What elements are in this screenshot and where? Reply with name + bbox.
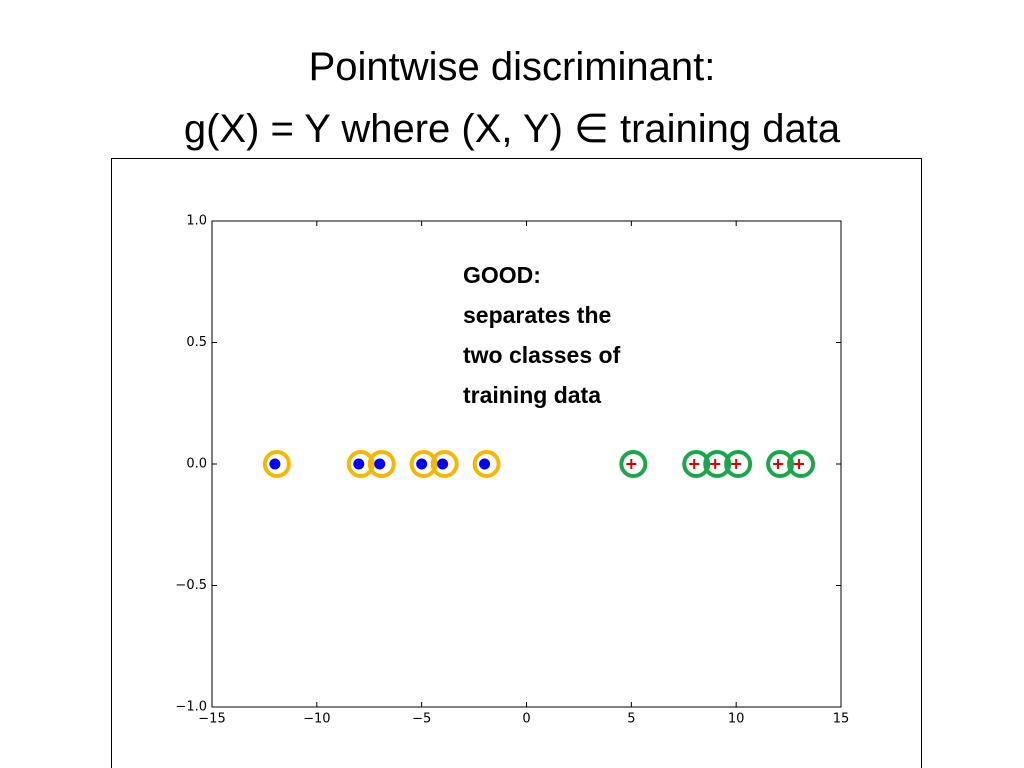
point-dot — [374, 458, 386, 470]
x-tick-label: −10 — [303, 712, 330, 727]
point-ring — [703, 450, 732, 478]
point-plus — [794, 459, 805, 469]
point-ring — [766, 450, 795, 478]
point-ring — [346, 450, 375, 478]
y-tick-label: 0.5 — [186, 335, 207, 350]
annotation-line: separates the — [463, 302, 611, 328]
plot-area — [211, 220, 842, 708]
point-dot — [353, 458, 365, 470]
point-plus — [689, 459, 700, 469]
point-ring — [262, 450, 291, 478]
y-tick-label: −0.5 — [175, 578, 207, 593]
point-ring — [472, 450, 501, 478]
point-plus — [626, 459, 637, 469]
x-tick-label: −5 — [412, 712, 431, 727]
point-ring — [367, 450, 396, 478]
x-tick-label: −15 — [198, 712, 225, 727]
point-ring — [787, 450, 816, 478]
figure-frame — [111, 158, 922, 768]
x-tick-label: 0 — [522, 712, 530, 727]
annotation-line: GOOD: — [463, 262, 541, 288]
point-dot — [269, 458, 281, 470]
x-tick-label: 5 — [627, 712, 635, 727]
annotation-line: training data — [463, 382, 601, 408]
point-plus — [710, 459, 721, 469]
point-dot — [437, 458, 449, 470]
point-ring — [430, 450, 459, 478]
point-plus — [773, 459, 784, 469]
y-tick-label: 1.0 — [186, 214, 207, 229]
y-tick-label: 0.0 — [186, 457, 207, 472]
y-tick-label: −1.0 — [175, 700, 207, 715]
point-ring — [409, 450, 438, 478]
point-plus — [731, 459, 742, 469]
title-line: g(X) = Y where (X, Y) ∈ training data — [184, 107, 841, 151]
annotation-line: two classes of — [463, 342, 621, 368]
point-dot — [416, 458, 428, 470]
point-dot — [479, 458, 491, 470]
x-tick-label: 15 — [833, 712, 850, 727]
x-tick-label: 10 — [728, 712, 745, 727]
point-ring — [619, 450, 648, 478]
point-ring — [724, 450, 753, 478]
point-ring — [682, 450, 711, 478]
title-line: Pointwise discriminant: — [309, 45, 716, 89]
